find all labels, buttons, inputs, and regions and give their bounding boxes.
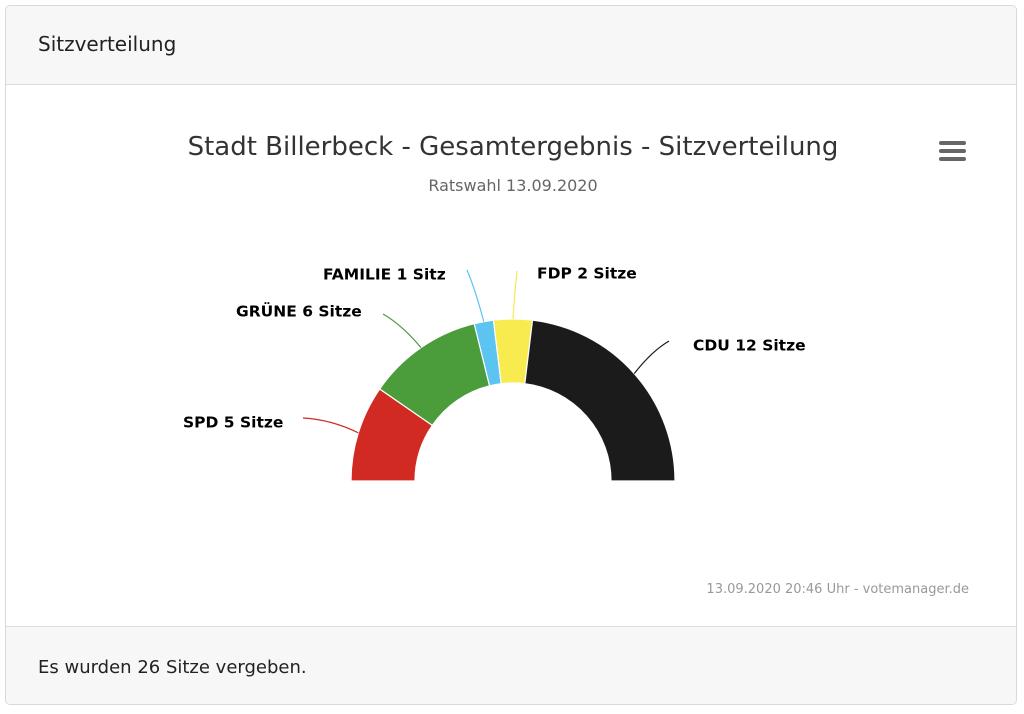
seats-summary: Es wurden 26 Sitze vergeben. [38,657,307,678]
seat-distribution-chart: Stadt Billerbeck - Gesamtergebnis - Sitz… [183,132,973,597]
connector-gr-ne [382,313,422,349]
chart-credits[interactable]: 13.09.2020 20:46 Uhr - votemanager.de [706,582,969,597]
seat-distribution-card: Sitzverteilung Stadt Billerbeck - Gesamt… [5,5,1017,705]
data-label-fdp: FDP 2 Sitze [537,265,637,283]
data-label-familie: FAMILIE 1 Sitz [323,266,446,284]
connector-cdu [633,340,670,374]
data-label-spd: SPD 5 Sitze [183,414,283,432]
hamburger-menu-icon [939,141,966,161]
chart-connectors [302,269,670,434]
card-title: Sitzverteilung [38,32,177,56]
chart-data-labels: SPD 5 Sitze GRÜNE 6 Sitze FAMILIE 1 Sitz FD… [183,265,806,432]
card-header: Sitzverteilung [6,6,1016,85]
data-label-gr-ne: GRÜNE 6 Sitze [236,302,362,321]
connector-spd [302,417,359,434]
card-footer: Es wurden 26 Sitze vergeben. [6,626,1016,704]
connector-fdp [512,270,518,320]
chart-title: Stadt Billerbeck - Gesamtergebnis - Sitz… [188,132,839,162]
chart-slices [350,318,676,482]
data-label-cdu: CDU 12 Sitze [693,337,806,355]
connector-familie [466,269,485,322]
chart-menu-button[interactable] [931,135,973,169]
card-body: Stadt Billerbeck - Gesamtergebnis - Sitz… [6,85,1016,629]
pie-slice-cdu[interactable] [524,319,676,482]
chart-subtitle: Ratswahl 13.09.2020 [428,176,597,195]
